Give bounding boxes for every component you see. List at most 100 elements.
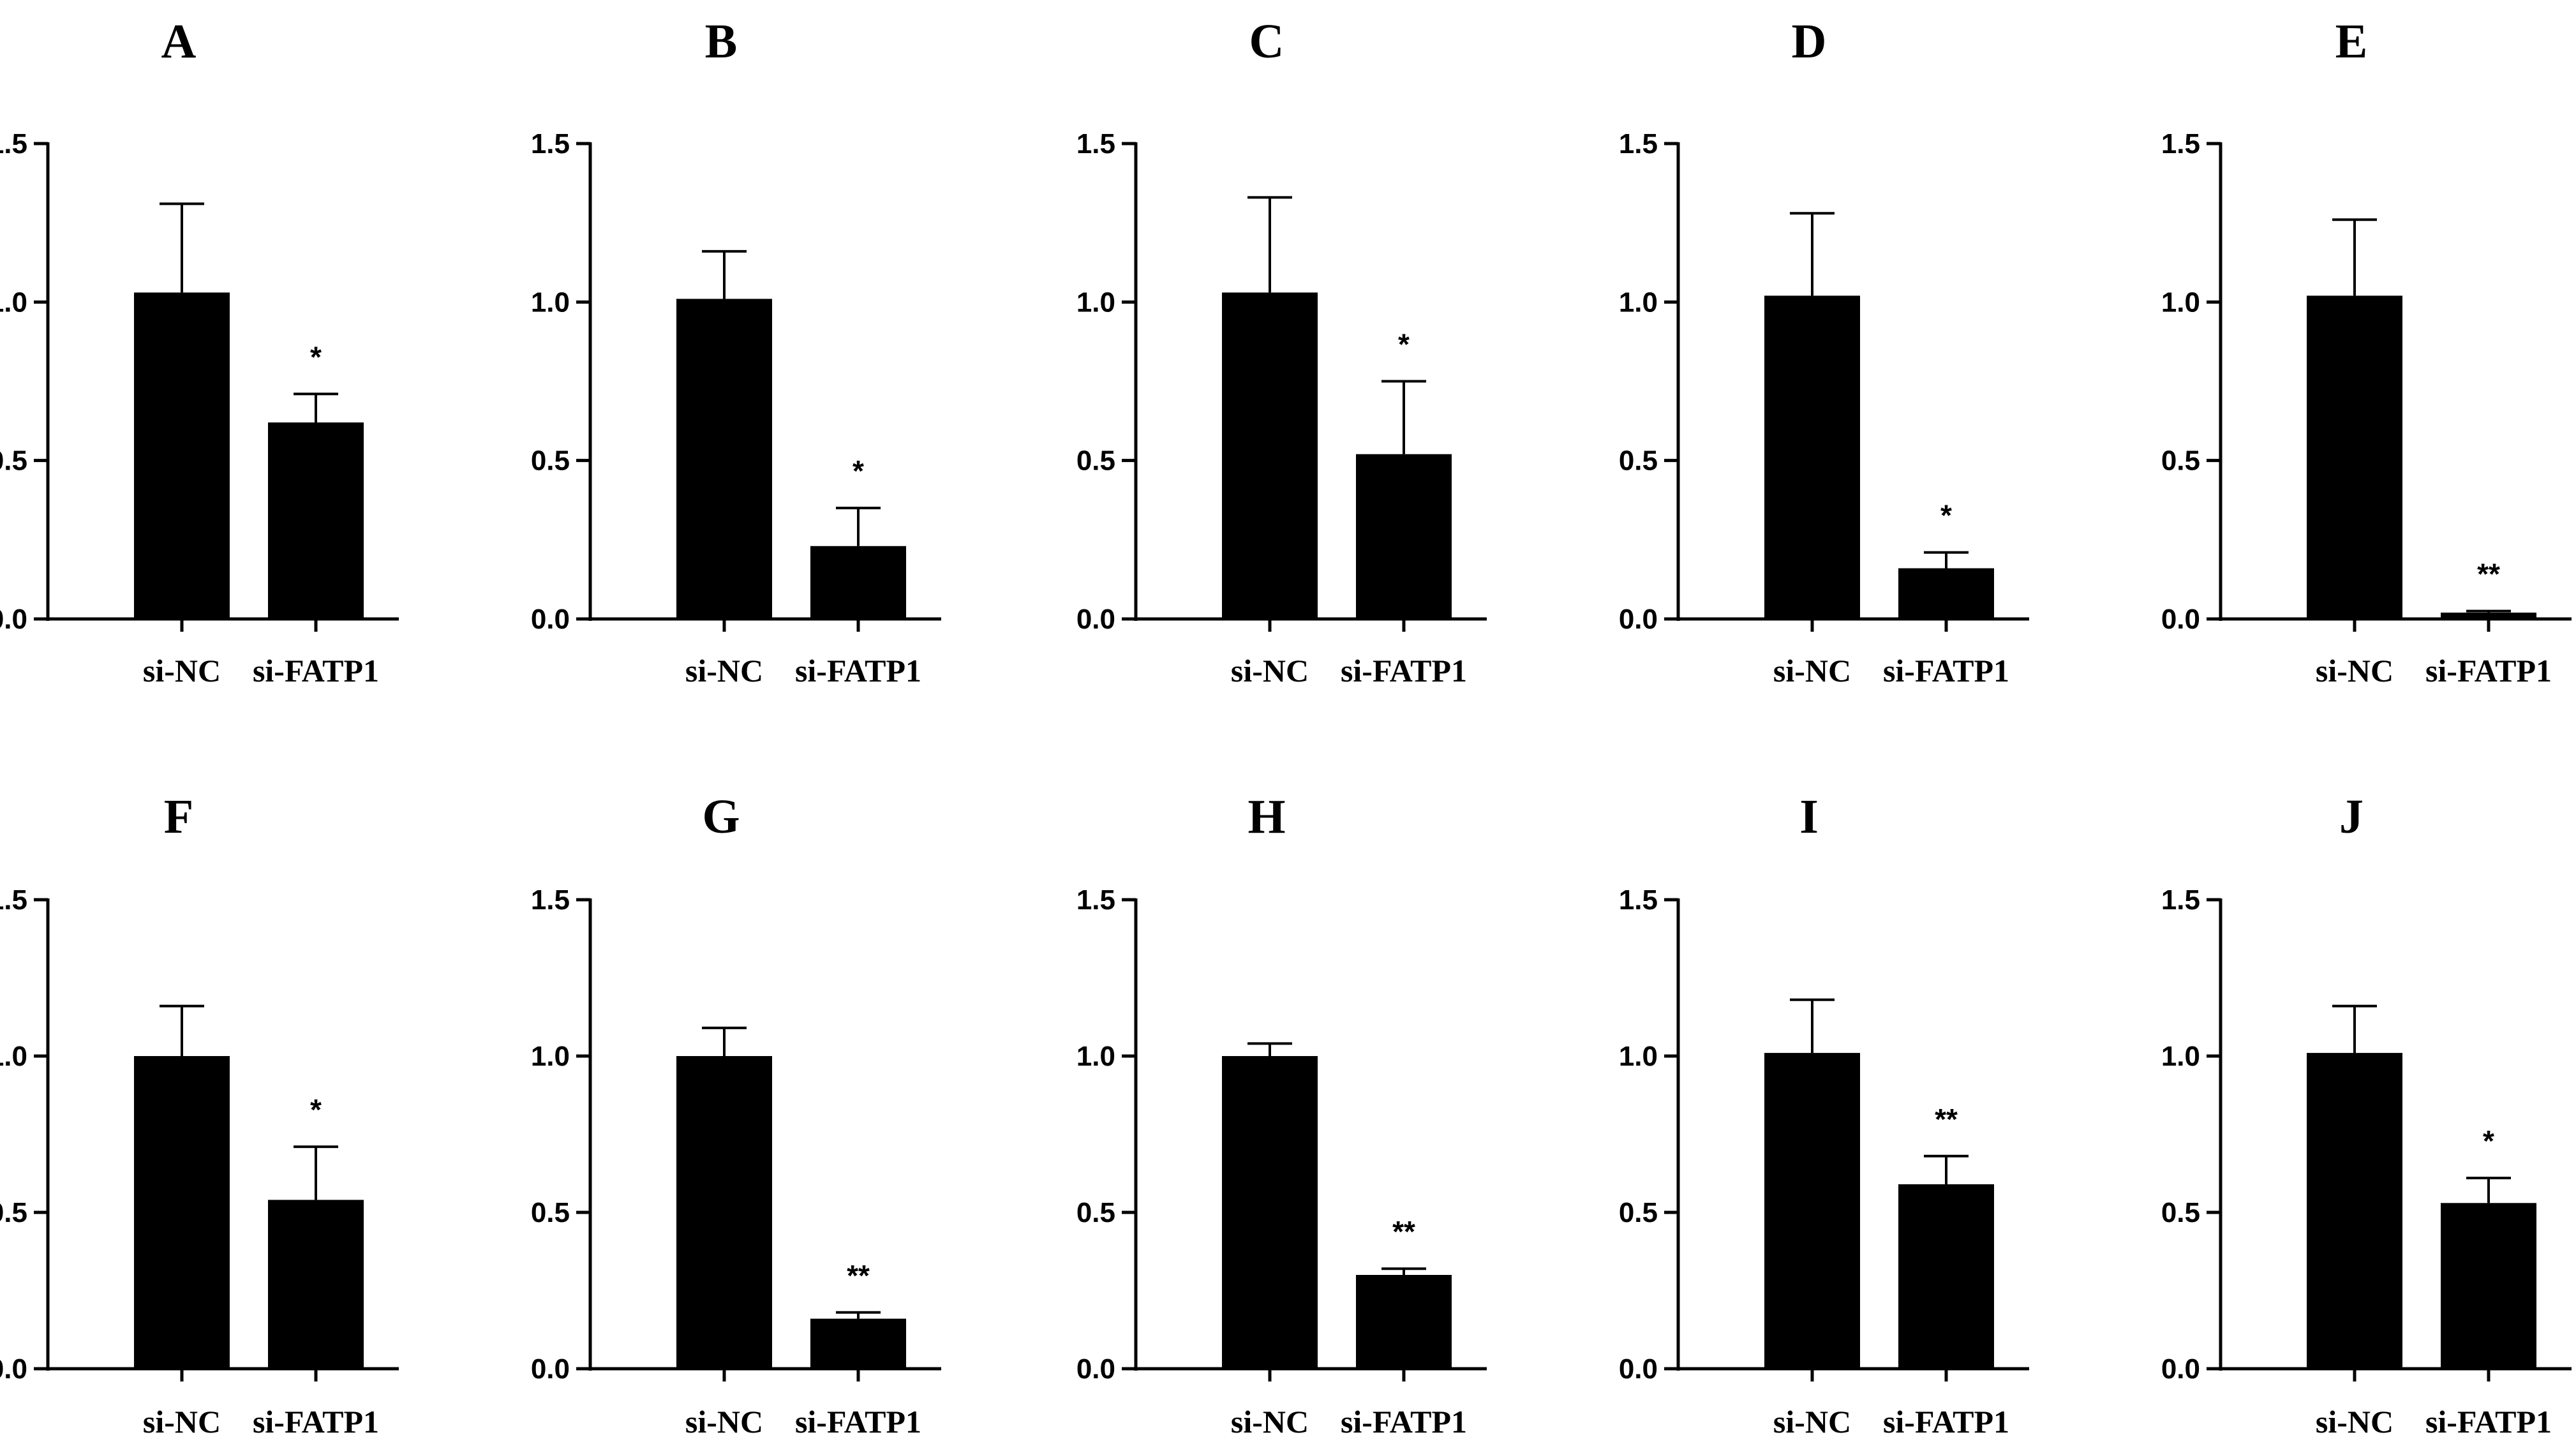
y-tick-label: 1.5 (2161, 128, 2200, 160)
category-label: si-NC (143, 653, 221, 689)
category-label: si-NC (2316, 1404, 2394, 1437)
y-tick-label: 1.5 (1619, 884, 1658, 916)
bar-si-nc (1222, 1056, 1318, 1369)
y-tick-label: 0.5 (1076, 1197, 1115, 1228)
panel-c: C 0.0 0.5 1.0 1.5 si-NC si-FATP1 * (1076, 15, 1487, 689)
panel-letter: E (2335, 15, 2368, 68)
panel-e: E 0.0 0.5 1.0 1.5 si-NC si-FATP1 ** (2161, 15, 2572, 689)
bar-si-nc (676, 1056, 772, 1369)
category-label: si-NC (1773, 653, 1851, 689)
y-tick-label: 1.0 (531, 287, 570, 318)
bar-si-nc (676, 299, 772, 619)
bar-si-fatp1 (1356, 454, 1452, 619)
panel-letter: B (705, 15, 738, 68)
category-label: si-NC (1231, 653, 1309, 689)
significance-marker: * (852, 454, 864, 488)
y-tick-label: 0.5 (1076, 445, 1115, 477)
category-label: si-NC (685, 653, 763, 689)
y-tick-label: 1.5 (1076, 884, 1115, 916)
category-label: si-NC (1231, 1404, 1309, 1437)
y-tick-label: 1.5 (2161, 884, 2200, 916)
category-label: si-FATP1 (2425, 653, 2552, 689)
y-tick-label: 0.0 (2161, 1353, 2200, 1385)
y-tick-label: 0.0 (531, 1353, 570, 1385)
y-tick-label: 1.5 (531, 884, 570, 916)
significance-marker: ** (847, 1259, 870, 1292)
y-tick-label: 1.0 (1619, 287, 1658, 318)
y-tick-label: 1.5 (1076, 128, 1115, 160)
panel-letter: A (161, 15, 197, 68)
y-tick-label: 0.0 (0, 1353, 27, 1385)
panel-letter: H (1247, 790, 1285, 844)
y-tick-label: 1.0 (1076, 287, 1115, 318)
y-tick-label: 0.5 (2161, 445, 2200, 477)
panel-letter: C (1249, 15, 1284, 68)
y-tick-label: 0.0 (1619, 604, 1658, 635)
y-tick-label: 1.5 (0, 128, 27, 160)
y-tick-label: 0.0 (2161, 604, 2200, 635)
significance-marker: * (1398, 328, 1410, 361)
panel-i: I 0.0 0.5 1.0 1.5 si-NC si-FATP1 ** (1619, 790, 2029, 1437)
panel-a: A 0.0 0.5 1.0 1.5 si-NC si-FATP1 * (0, 15, 399, 689)
panel-h: H 0.0 0.5 1.0 1.5 si-NC si-FATP1 ** (1076, 790, 1487, 1437)
bar-si-fatp1 (1356, 1275, 1452, 1369)
category-label: si-NC (1773, 1404, 1851, 1437)
panel-g: G 0.0 0.5 1.0 1.5 si-NC si-FATP1 ** (531, 790, 941, 1437)
significance-marker: ** (1392, 1215, 1415, 1248)
bar-si-fatp1 (1898, 568, 1994, 619)
category-label: si-FATP1 (1341, 653, 1467, 689)
panel-b: B 0.0 0.5 1.0 1.5 si-NC si-FATP1 * (531, 15, 941, 689)
panel-letter: I (1799, 790, 1819, 844)
category-label: si-FATP1 (1883, 1404, 2009, 1437)
y-tick-label: 0.5 (1619, 1197, 1658, 1228)
category-label: si-FATP1 (2425, 1404, 2552, 1437)
bar-si-nc (1764, 295, 1860, 619)
bar-si-nc (1222, 292, 1318, 619)
y-tick-label: 0.0 (1619, 1353, 1658, 1385)
category-label: si-NC (2316, 653, 2394, 689)
y-tick-label: 1.0 (2161, 287, 2200, 318)
y-tick-label: 0.0 (1076, 604, 1115, 635)
y-tick-label: 1.5 (0, 884, 27, 916)
y-tick-label: 0.5 (1619, 445, 1658, 477)
bar-si-fatp1 (1898, 1184, 1994, 1369)
category-label: si-FATP1 (1341, 1404, 1467, 1437)
panel-j: J 0.0 0.5 1.0 1.5 si-NC si-FATP1 * (2161, 790, 2572, 1437)
significance-marker: ** (1935, 1103, 1958, 1136)
y-tick-label: 1.0 (2161, 1041, 2200, 1072)
significance-marker: * (2483, 1124, 2494, 1158)
panel-letter: G (702, 790, 740, 844)
y-tick-label: 1.0 (0, 287, 27, 318)
bar-si-fatp1 (2441, 1203, 2536, 1369)
y-tick-label: 1.0 (0, 1041, 27, 1072)
category-label: si-FATP1 (253, 653, 379, 689)
y-tick-label: 1.5 (531, 128, 570, 160)
category-label: si-NC (685, 1404, 763, 1437)
significance-marker: ** (2477, 558, 2500, 591)
y-tick-label: 0.0 (531, 604, 570, 635)
bar-si-fatp1 (2441, 613, 2536, 619)
bar-si-fatp1 (810, 546, 906, 619)
significance-marker: * (310, 340, 322, 373)
bar-si-nc (134, 1056, 230, 1369)
bar-si-fatp1 (810, 1318, 906, 1369)
y-tick-label: 0.0 (0, 604, 27, 635)
significance-marker: * (1940, 499, 1952, 532)
y-tick-label: 1.0 (1076, 1041, 1115, 1072)
category-label: si-FATP1 (795, 1404, 921, 1437)
bar-si-nc (134, 292, 230, 619)
category-label: si-NC (143, 1404, 221, 1437)
bar-si-fatp1 (268, 422, 364, 619)
panel-letter: F (164, 790, 193, 844)
y-tick-label: 0.5 (531, 445, 570, 477)
category-label: si-FATP1 (795, 653, 921, 689)
y-tick-label: 1.0 (531, 1041, 570, 1072)
y-tick-label: 0.5 (0, 1197, 27, 1228)
panel-f: F 0.0 0.5 1.0 1.5 si-NC si-FATP1 * (0, 790, 399, 1437)
bar-si-fatp1 (268, 1200, 364, 1369)
y-tick-label: 1.0 (1619, 1041, 1658, 1072)
panel-letter: D (1792, 15, 1827, 68)
category-label: si-FATP1 (1883, 653, 2009, 689)
y-tick-label: 0.5 (531, 1197, 570, 1228)
